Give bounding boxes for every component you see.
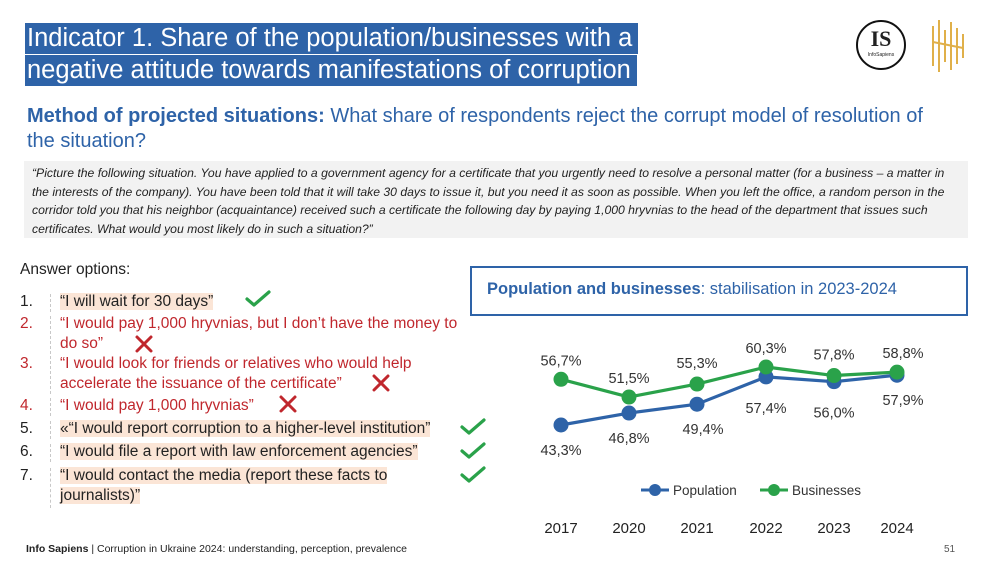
data-label-population: 43,3% [540,443,581,459]
x-tick-label: 2024 [880,520,913,537]
data-point-businesses [889,364,905,380]
answers-title: Answer options: [20,261,131,278]
answer-number: 4. [20,397,33,414]
footer: Info Sapiens | Corruption in Ukraine 202… [26,543,407,555]
info-sapiens-logo: IS InfoSapiens [856,20,906,70]
check-icon [460,442,486,459]
x-tick-label: 2017 [544,520,577,537]
data-point-businesses [826,368,842,384]
answer-option-4: 4. “I would pay 1,000 hryvnias” [20,396,480,418]
answer-number: 3. [20,355,33,372]
data-point-businesses [689,376,705,392]
data-label-population: 57,4% [745,401,786,417]
answer-text: “I would pay 1,000 hryvnias, but I don’t… [60,315,458,352]
option-divider [50,398,51,416]
option-divider [50,468,51,508]
x-tick-label: 2022 [749,520,782,537]
data-label-population: 57,9% [882,393,923,409]
answer-option-1: 1. “I will wait for 30 days” [20,292,480,314]
situation-quote: “Picture the following situation. You ha… [24,161,968,238]
data-label-population: 46,8% [608,431,649,447]
x-tick-label: 2020 [612,520,645,537]
answer-option-5: 5. «“I would report corruption to a high… [20,419,480,441]
page-number: 51 [944,544,956,555]
answer-number: 7. [20,467,33,484]
data-label-businesses: 51,5% [608,371,649,387]
answer-text: “I would contact the media (report these… [60,467,388,504]
subtitle-rest: What share of respondents reject the cor… [27,105,923,152]
line-chart: 43,3% 46,8% 49,4% 57,4% 56,0% 57,9% 56,7% 51,5%… [540,341,923,537]
answer-number: 1. [20,293,33,310]
answer-number: 5. [20,420,33,437]
answer-number: 2. [20,315,33,332]
answer-option-7: 7. “I would contact the media (report th… [20,466,480,510]
data-point-population [553,417,569,433]
data-point-population [621,405,637,421]
cross-icon [135,335,153,353]
data-label-businesses: 58,8% [882,346,923,362]
chart-title-bold: Population and businesses [487,280,701,298]
footer-brand: Info Sapiens [26,543,89,555]
data-point-businesses [553,371,569,387]
answer-number: 6. [20,443,33,460]
answer-text: “I would file a report with law enforcem… [60,443,418,460]
cross-icon [279,395,297,413]
subtitle-bold: Method of projected situations: [27,105,325,127]
answer-text: “I would pay 1,000 hryvnias” [60,397,254,414]
check-icon [460,418,486,435]
data-label-businesses: 56,7% [540,353,581,369]
slide-title-text: Indicator 1. Share of the population/bus… [25,23,639,86]
check-icon [245,290,271,307]
answer-option-6: 6. “I would file a report with law enfor… [20,442,480,464]
bars-logo-icon [932,20,964,72]
data-point-businesses [621,389,637,405]
series-line-businesses [560,365,898,399]
data-label-population: 49,4% [682,422,723,438]
x-tick-label: 2021 [680,520,713,537]
data-point-population [689,396,705,412]
data-label-population: 56,0% [813,406,854,422]
data-label-businesses: 55,3% [676,356,717,372]
data-point-businesses [758,359,774,375]
logo-subtext: InfoSapiens [867,52,895,58]
chart-title-rest: : stabilisation in 2023-2024 [700,280,897,298]
slide-subtitle: Method of projected situations: What sha… [27,104,927,154]
chart-title: Population and businesses: stabilisation… [470,266,968,316]
option-divider [50,294,51,312]
logo-text: IS [870,26,892,51]
data-label-businesses: 57,8% [813,348,854,364]
answer-text: «“I would report corruption to a higher-… [60,420,431,437]
option-divider [50,316,51,354]
series-line-population [560,373,898,427]
legend-label-businesses: Businesses [792,483,861,498]
data-label-businesses: 60,3% [745,341,786,357]
slide-title: Indicator 1. Share of the population/bus… [25,22,705,86]
option-divider [50,444,51,462]
x-tick-label: 2023 [817,520,850,537]
cross-icon [372,374,390,392]
answer-option-2: 2. “I would pay 1,000 hryvnias, but I do… [20,314,480,356]
option-divider [50,356,51,394]
check-icon [460,466,486,483]
answer-text: “I would look for friends or relatives w… [60,355,412,392]
footer-text: | Corruption in Ukraine 2024: understand… [88,543,407,555]
legend-label-population: Population [673,483,737,498]
legend-marker-businesses [768,484,780,496]
answer-option-3: 3. “I would look for friends or relative… [20,354,480,396]
answer-text: “I will wait for 30 days” [60,293,214,310]
legend-marker-population [649,484,661,496]
option-divider [50,421,51,439]
